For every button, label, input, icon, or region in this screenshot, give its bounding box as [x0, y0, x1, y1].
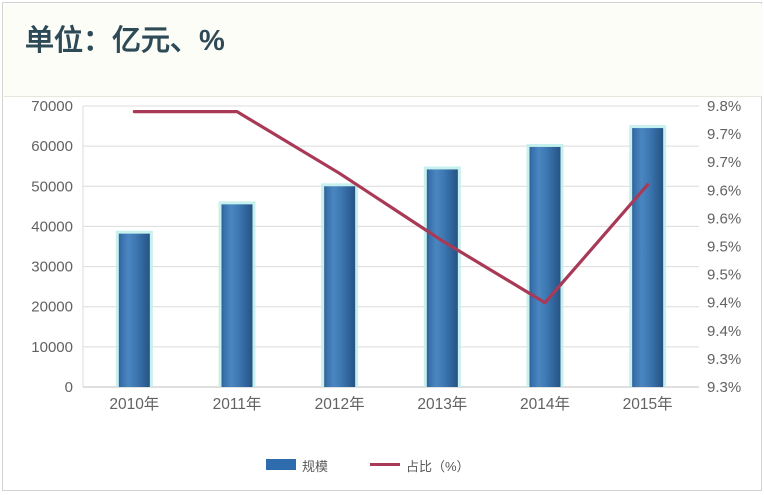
svg-text:9.8%: 9.8%: [707, 98, 741, 115]
svg-text:9.5%: 9.5%: [707, 239, 741, 256]
svg-text:9.4%: 9.4%: [707, 295, 741, 312]
svg-text:50000: 50000: [31, 178, 73, 195]
svg-text:2015年: 2015年: [623, 395, 673, 413]
svg-text:2014年: 2014年: [520, 395, 570, 413]
svg-text:0: 0: [65, 379, 73, 396]
svg-text:9.4%: 9.4%: [707, 323, 741, 340]
svg-text:40000: 40000: [31, 218, 73, 235]
svg-text:9.3%: 9.3%: [707, 351, 741, 368]
svg-text:2012年: 2012年: [315, 395, 365, 413]
svg-text:9.5%: 9.5%: [707, 267, 741, 284]
svg-text:2013年: 2013年: [417, 395, 467, 413]
svg-text:10000: 10000: [31, 339, 73, 356]
svg-text:9.7%: 9.7%: [707, 126, 741, 143]
svg-text:9.6%: 9.6%: [707, 210, 741, 227]
svg-text:9.7%: 9.7%: [707, 154, 741, 171]
svg-text:2011年: 2011年: [213, 395, 262, 413]
svg-text:20000: 20000: [31, 299, 73, 316]
svg-text:9.6%: 9.6%: [707, 182, 741, 199]
svg-text:2010年: 2010年: [109, 395, 159, 413]
svg-text:9.3%: 9.3%: [707, 379, 741, 396]
svg-text:60000: 60000: [31, 138, 73, 155]
svg-text:30000: 30000: [31, 259, 73, 276]
svg-text:70000: 70000: [31, 98, 73, 115]
